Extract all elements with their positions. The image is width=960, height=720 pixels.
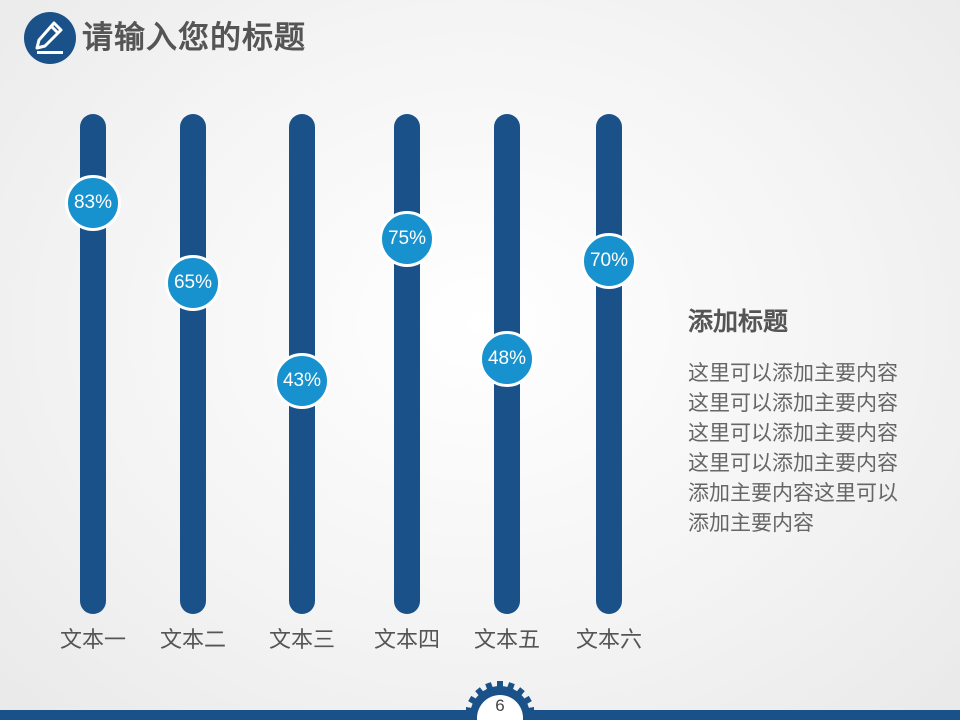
value-knob: 43%	[274, 353, 330, 410]
value-knob: 70%	[581, 233, 637, 290]
category-label: 文本四	[373, 628, 440, 653]
value-knob: 83%	[65, 175, 121, 232]
side-body: 这里可以添加主要内容这里可以添加主要内容这里可以添加主要内容这里可以添加主要内容…	[688, 361, 898, 535]
page-number: 6	[495, 696, 505, 715]
bar-track	[394, 114, 420, 614]
category-label: 文本二	[159, 628, 226, 653]
value-knob: 48%	[479, 330, 535, 387]
category-label: 文本五	[473, 628, 540, 653]
page-title: 请输入您的标题	[82, 20, 306, 56]
gear-icon	[466, 681, 534, 720]
logo	[24, 12, 76, 64]
category-label: 文本六	[575, 628, 642, 653]
pencil-icon	[35, 21, 63, 54]
bar-track	[180, 114, 206, 614]
category-label: 文本三	[268, 628, 335, 653]
value-knob: 65%	[165, 255, 221, 312]
value-knob: 75%	[379, 211, 435, 267]
bar-track	[596, 114, 622, 614]
side-title: 添加标题	[688, 307, 789, 336]
category-label: 文本一	[59, 628, 126, 653]
